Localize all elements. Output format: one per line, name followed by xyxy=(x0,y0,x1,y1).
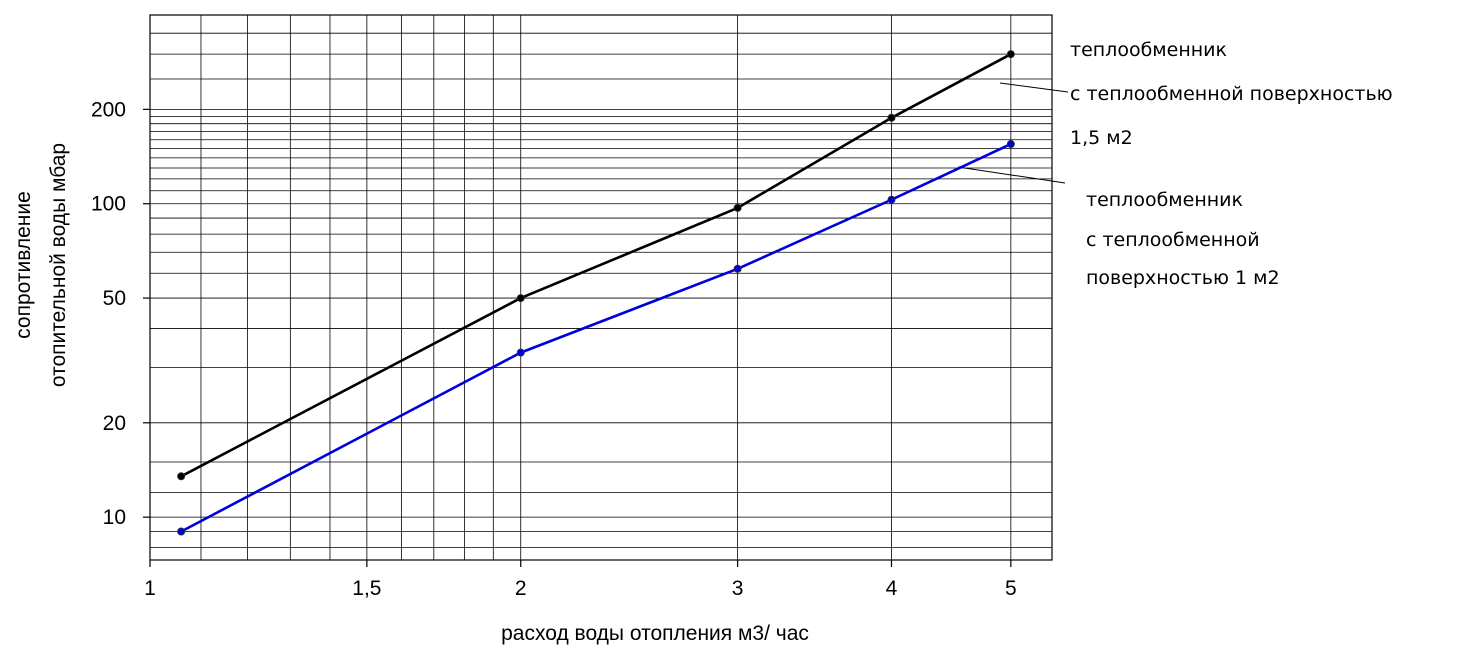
x-tick-label: 5 xyxy=(1005,577,1017,600)
annotation-2-leader xyxy=(957,166,1066,184)
grid xyxy=(150,15,1052,560)
series-2-point xyxy=(887,195,896,204)
annotation-1-line2: с теплообменной поверхностью xyxy=(1070,83,1393,105)
y-axis-title-line1: сопротивление xyxy=(12,191,35,339)
y-tick-label: 100 xyxy=(91,193,126,216)
y-axis-title-line2: отопительной воды мбар xyxy=(47,143,70,387)
x-tick-label: 2 xyxy=(515,577,527,600)
annotation-2-line1: теплообменник xyxy=(1086,189,1243,211)
series-1-point xyxy=(733,203,742,212)
x-tick-label: 1 xyxy=(144,577,156,600)
series-2 xyxy=(177,140,1015,536)
annotation-1-leader xyxy=(999,82,1069,93)
x-tick-label: 4 xyxy=(886,577,898,600)
x-tick-label: 1,5 xyxy=(352,577,381,600)
x-tick-labels: 1 1,5 2 3 4 5 xyxy=(144,577,1017,600)
x-axis-title: расход воды отопления м3/ час xyxy=(501,622,809,645)
y-tick-label: 10 xyxy=(103,506,126,529)
series-1-point xyxy=(887,113,896,122)
series-1-point xyxy=(177,472,186,481)
series-2-line xyxy=(180,142,1012,533)
series-1-point xyxy=(516,294,525,303)
annotation-1: теплообменник с теплообменной поверхност… xyxy=(999,39,1393,149)
plot-frame xyxy=(149,14,1053,561)
series-1-point xyxy=(1006,50,1015,59)
series-2-point xyxy=(1006,140,1015,149)
x-tick-label: 3 xyxy=(732,577,744,600)
annotation-1-line1: теплообменник xyxy=(1070,39,1227,61)
annotation-2-line3: поверхностью 1 м2 xyxy=(1086,267,1280,289)
annotation-1-line3: 1,5 м2 xyxy=(1070,127,1133,149)
annotation-2: теплообменник с теплообменной поверхност… xyxy=(957,166,1280,289)
y-tick-labels: 10 20 50 100 200 xyxy=(91,98,126,529)
y-tick-label: 50 xyxy=(103,287,126,310)
y-tick-label: 20 xyxy=(103,412,126,435)
series-2-point xyxy=(733,264,742,273)
axes xyxy=(143,108,1012,567)
y-tick-label: 200 xyxy=(91,98,126,121)
series-layer xyxy=(177,50,1015,536)
annotation-2-line2: с теплообменной xyxy=(1086,229,1260,251)
series-1-line xyxy=(180,53,1012,478)
series-2-point xyxy=(177,527,186,536)
series-2-point xyxy=(516,348,525,357)
series-1 xyxy=(177,50,1015,481)
